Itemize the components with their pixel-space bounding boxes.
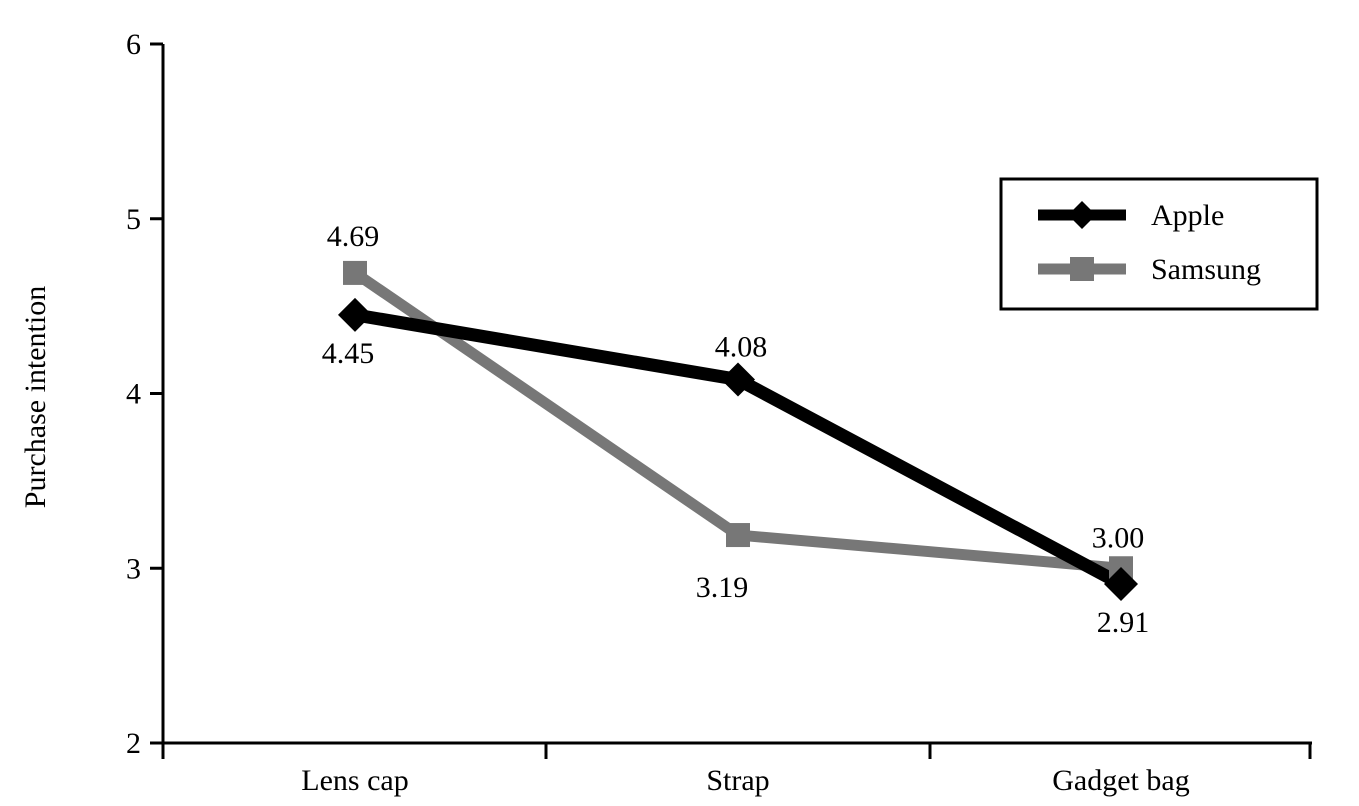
point-apple	[338, 297, 372, 332]
y-tick-label: 6	[126, 28, 141, 61]
series-markers	[338, 260, 1138, 601]
legend-label-apple: Apple	[1151, 199, 1224, 232]
legend-marker-apple	[1068, 201, 1096, 229]
y-tick-label: 2	[126, 727, 141, 760]
data-label-samsung: 3.00	[1092, 521, 1145, 554]
point-samsung	[726, 523, 750, 548]
y-axis-label: Purchase intention	[19, 286, 52, 508]
legend-label-samsung: Samsung	[1151, 253, 1261, 286]
y-tick-label: 3	[126, 552, 141, 585]
data-label-samsung: 3.19	[696, 571, 749, 604]
data-label-samsung: 4.69	[327, 220, 380, 253]
legend: Apple Samsung	[999, 177, 1319, 311]
data-labels: 4.45 4.08 2.91 4.69 3.19 3.00	[322, 220, 1150, 639]
data-label-apple: 4.45	[322, 337, 375, 370]
legend-item-samsung: Samsung	[1038, 253, 1261, 286]
y-ticks: 2 3 4 5 6	[126, 28, 163, 760]
point-apple	[721, 362, 755, 397]
data-label-apple: 4.08	[715, 331, 768, 364]
legend-box	[999, 177, 1319, 311]
x-tick-label: Strap	[706, 764, 769, 797]
x-ticks: Lens cap Strap Gadget bag	[161, 743, 1312, 797]
y-tick-label: 4	[126, 378, 141, 411]
legend-item-apple: Apple	[1038, 199, 1224, 232]
y-tick-label: 5	[126, 203, 141, 236]
x-tick-label: Lens cap	[301, 764, 408, 797]
data-label-apple: 2.91	[1097, 606, 1150, 639]
point-apple	[1104, 566, 1138, 601]
point-samsung	[343, 260, 367, 285]
x-tick-label: Gadget bag	[1052, 764, 1189, 797]
legend-marker-samsung	[1070, 257, 1094, 281]
